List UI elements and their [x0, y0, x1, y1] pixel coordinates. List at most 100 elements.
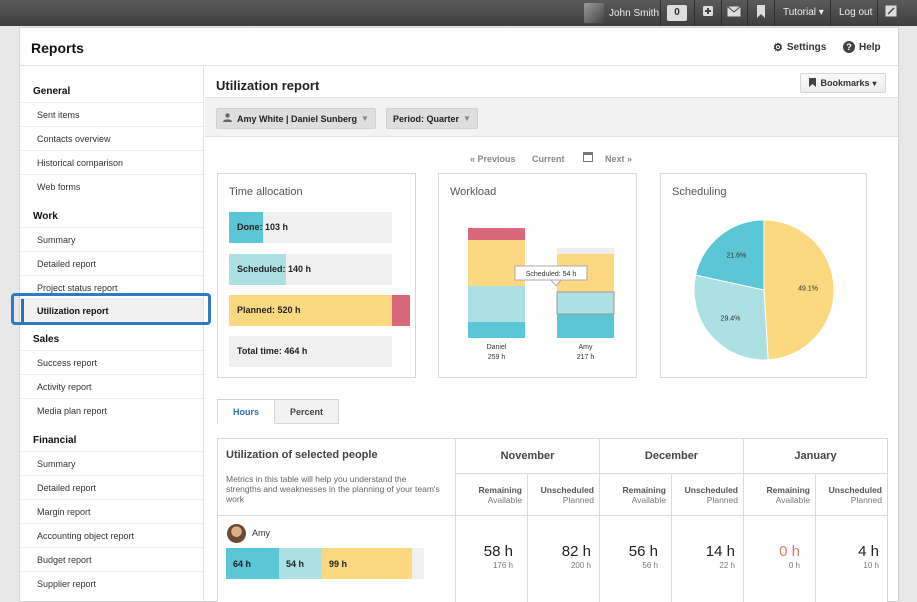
- sidebar-item-budget-report[interactable]: Budget report: [21, 547, 203, 571]
- done-bar: [229, 212, 263, 243]
- table-cell-value: 4 h 10 h: [858, 543, 879, 570]
- pie-slice[interactable]: [693, 274, 769, 361]
- table-cell-value: 14 h 22 h: [705, 543, 735, 570]
- plus-icon[interactable]: [700, 5, 716, 21]
- time-allocation-card: Time allocation Done: 103 h Scheduled: 14…: [217, 173, 416, 378]
- report-header: Utilization report Bookmarks ▾: [205, 67, 898, 97]
- settings-link[interactable]: ⚙ Settings: [773, 42, 827, 54]
- sidebar-section-general: General: [33, 86, 71, 97]
- workload-person-total: 217 h: [577, 354, 595, 361]
- sidebar: General Sent items Contacts overview His…: [20, 67, 204, 602]
- sidebar-item-financial-detailed-report[interactable]: Detailed report: [21, 475, 203, 499]
- logout-link[interactable]: Log out: [839, 7, 873, 18]
- notification-count-badge[interactable]: 0: [667, 5, 687, 21]
- reports-panel: Reports ⚙ Settings ? Help General Sent ite…: [19, 27, 899, 602]
- pie-slice-label: 29.4%: [721, 316, 741, 323]
- current-link[interactable]: Current: [532, 154, 565, 164]
- sidebar-item-project-status-report[interactable]: Project status report: [21, 275, 203, 299]
- workload-segment-over[interactable]: [468, 228, 525, 240]
- avatar: [227, 524, 246, 543]
- divider: [671, 473, 672, 602]
- mail-icon[interactable]: [726, 5, 742, 21]
- tab-percent[interactable]: Percent: [275, 399, 339, 424]
- next-link[interactable]: Next »: [605, 154, 633, 164]
- divider: [774, 0, 775, 26]
- sidebar-item-web-forms[interactable]: Web forms: [21, 174, 203, 198]
- table-cell-value: 58 h 176 h: [483, 543, 513, 570]
- sidebar-item-accounting-object-report[interactable]: Accounting object report: [21, 523, 203, 547]
- sidebar-item-sent-items[interactable]: Sent items: [21, 102, 203, 126]
- previous-link[interactable]: « Previous: [470, 154, 516, 164]
- divider: [747, 0, 748, 26]
- user-menu[interactable]: John Smith: [584, 3, 659, 23]
- divider: [721, 0, 722, 26]
- divider: [455, 473, 887, 474]
- table-cell-value: 82 h 200 h: [561, 543, 591, 570]
- person-name: Amy: [252, 528, 270, 538]
- panel-header: Reports ⚙ Settings ? Help: [20, 28, 898, 66]
- utilization-table: Utilization of selected people Metrics i…: [217, 438, 888, 602]
- active-item-highlight: [11, 293, 211, 325]
- sidebar-item-supplier-report[interactable]: Supplier report: [21, 571, 203, 595]
- scheduling-title: Scheduling: [672, 186, 727, 198]
- workload-segment-scheduled[interactable]: [557, 292, 614, 314]
- divider: [694, 0, 695, 26]
- scheduled-label: Scheduled: 140 h: [237, 264, 312, 274]
- workload-segment-scheduled[interactable]: [468, 286, 525, 322]
- divider: [743, 439, 744, 602]
- sidebar-item-work-detailed-report[interactable]: Detailed report: [21, 251, 203, 275]
- remaining-bar: [412, 548, 424, 579]
- sidebar-item-activity-report[interactable]: Activity report: [21, 374, 203, 398]
- divider: [527, 473, 528, 602]
- workload-segment-done[interactable]: [468, 322, 525, 338]
- workload-segment-empty[interactable]: [557, 248, 614, 254]
- sidebar-item-financial-summary[interactable]: Summary: [21, 451, 203, 475]
- divider: [660, 0, 661, 26]
- table-title: Utilization of selected people: [226, 449, 378, 461]
- sidebar-section-work: Work: [33, 211, 58, 222]
- col-header-remaining: Remaining Available: [622, 485, 666, 505]
- divider: [830, 0, 831, 26]
- sidebar-item-margin-report[interactable]: Margin report: [21, 499, 203, 523]
- tutorial-menu[interactable]: Tutorial ▾: [783, 7, 824, 18]
- col-header-remaining: Remaining Available: [478, 485, 522, 505]
- pie-slice-label: 49.1%: [798, 286, 818, 293]
- sidebar-item-historical-comparison[interactable]: Historical comparison: [21, 150, 203, 174]
- sidebar-item-work-summary[interactable]: Summary: [21, 227, 203, 251]
- workload-person-name: Amy: [579, 344, 594, 351]
- user-name: John Smith: [609, 7, 660, 19]
- workload-chart: Daniel 259 h Amy 217 h Scheduled: 54 h: [468, 228, 615, 361]
- col-header-unscheduled: Unscheduled Planned: [828, 485, 882, 505]
- calendar-icon[interactable]: [583, 151, 593, 164]
- bookmark-icon[interactable]: [753, 5, 769, 21]
- sidebar-item-success-report[interactable]: Success report: [21, 350, 203, 374]
- bookmarks-button[interactable]: Bookmarks ▾: [800, 73, 886, 93]
- expand-icon[interactable]: [883, 5, 899, 21]
- workload-title: Workload: [450, 186, 497, 198]
- divider: [218, 515, 887, 516]
- col-header-unscheduled: Unscheduled Planned: [684, 485, 738, 505]
- sidebar-item-contacts-overview[interactable]: Contacts overview: [21, 126, 203, 150]
- workload-person-total: 259 h: [488, 354, 506, 361]
- people-filter-dropdown[interactable]: Amy White | Daniel Sunberg ▼: [216, 108, 376, 129]
- period-filter-dropdown[interactable]: Period: Quarter ▼: [386, 108, 478, 129]
- sidebar-item-utilization-report[interactable]: Utilization report: [21, 298, 203, 323]
- col-header-unscheduled: Unscheduled Planned: [540, 485, 594, 505]
- scheduling-card: Scheduling 49.1% 29.4% 21.6%: [660, 173, 867, 378]
- pie-slice[interactable]: [695, 219, 765, 291]
- person-icon: [223, 113, 232, 124]
- month-january: January: [794, 450, 837, 462]
- sidebar-section-sales: Sales: [33, 334, 60, 345]
- filter-bar: Amy White | Daniel Sunberg ▼ Period: Quar…: [205, 97, 898, 137]
- page-title: Reports: [31, 40, 84, 56]
- report-title: Utilization report: [216, 78, 320, 93]
- user-avatar: [584, 3, 604, 23]
- sidebar-item-media-plan-report[interactable]: Media plan report: [21, 398, 203, 422]
- divider: [815, 473, 816, 602]
- pie-slice[interactable]: [763, 219, 835, 361]
- help-link[interactable]: ? Help: [843, 41, 881, 53]
- tab-hours[interactable]: Hours: [217, 399, 275, 424]
- workload-segment-done[interactable]: [557, 314, 614, 338]
- divider: [877, 0, 878, 26]
- unit-tabs: Hours Percent: [217, 399, 339, 424]
